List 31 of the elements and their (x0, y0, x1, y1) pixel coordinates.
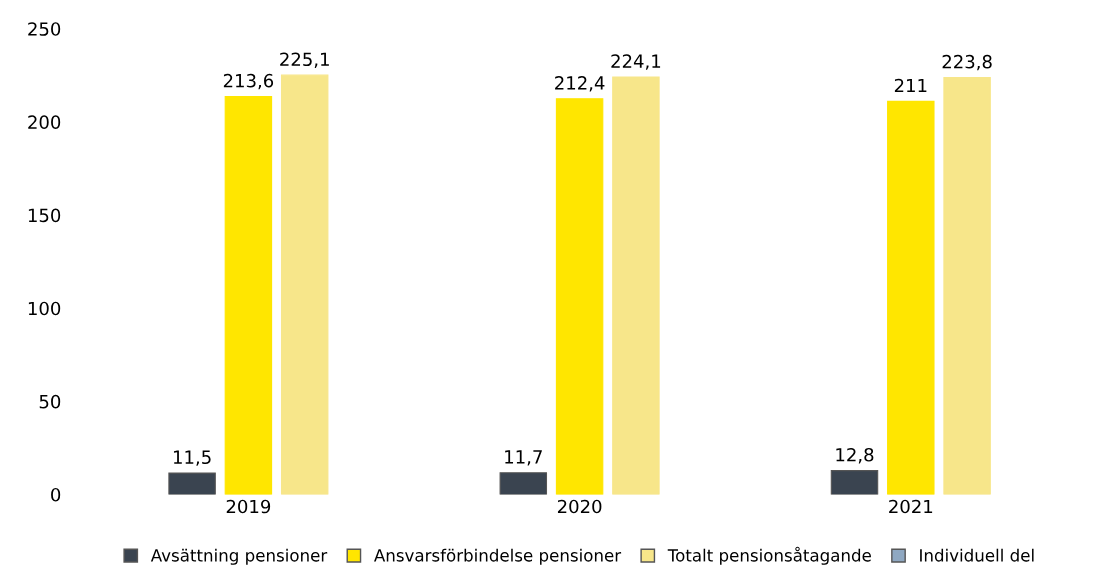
legend-label: Totalt pensionsåtagande (667, 546, 871, 565)
bar (168, 472, 216, 495)
legend-label: Ansvarsförbindelse pensioner (374, 548, 622, 565)
legend-label: Avsättning pensioner (150, 548, 328, 565)
x-tick-label: 2021 (889, 499, 933, 514)
x-tick-label: 2019 (226, 499, 271, 514)
y-tick-label: 250 (28, 22, 61, 36)
y-tick-label: 150 (28, 208, 61, 223)
y-tick-label: 0 (51, 487, 61, 502)
bar (224, 96, 273, 495)
data-label: 11,7 (505, 450, 542, 466)
bar (280, 74, 329, 495)
data-label: 212,4 (555, 76, 605, 92)
bar (555, 98, 604, 495)
data-label: 224,1 (611, 54, 661, 70)
y-tick-label: 100 (28, 301, 61, 316)
data-label: 11,5 (173, 450, 211, 466)
data-label: 213,6 (223, 73, 274, 90)
y-tick-label: 200 (28, 115, 61, 130)
data-label: 225,1 (280, 52, 329, 68)
bar (499, 472, 548, 495)
data-label: 223,8 (942, 54, 992, 71)
bar (887, 100, 935, 495)
y-tick-label: 50 (39, 394, 61, 409)
bar (830, 470, 879, 495)
data-label: 12,8 (836, 447, 874, 464)
legend-label: Individuell del (920, 548, 1034, 562)
bar (612, 76, 660, 495)
bar (943, 77, 991, 495)
x-tick-label: 2020 (557, 499, 602, 514)
data-label: 211 (894, 78, 927, 93)
